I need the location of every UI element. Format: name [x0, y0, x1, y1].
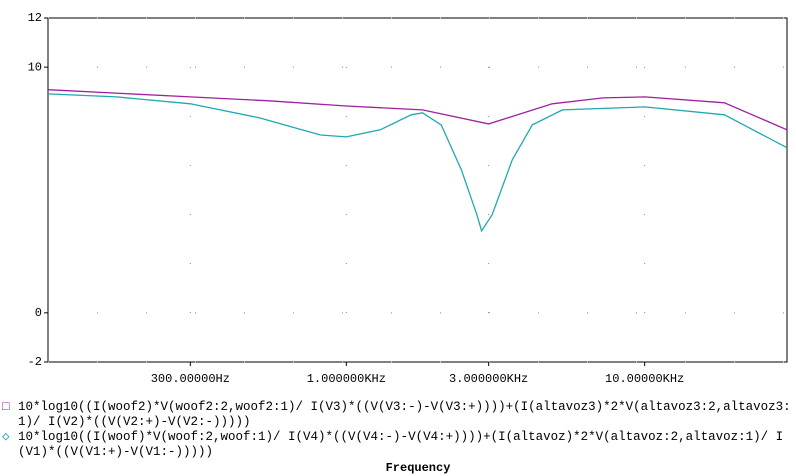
series-line	[47, 93, 788, 233]
legend-label: 10*log10((I(woof)*V(woof:2,woof:1)/ I(V4…	[18, 430, 784, 459]
legend-marker: ◇	[2, 430, 10, 444]
y-tick-label: 12	[28, 11, 42, 25]
series-line	[47, 89, 788, 131]
legend-marker: □	[2, 400, 10, 414]
x-tick-label: 300.00000Hz	[151, 372, 230, 386]
y-tick-label: 0	[35, 306, 42, 320]
legend: □ 10*log10((I(woof2)*V(woof2:2,woof2:1)/ …	[2, 400, 794, 460]
x-axis-label: Frequency	[386, 461, 451, 475]
legend-item: □ 10*log10((I(woof2)*V(woof2:2,woof2:1)/ …	[2, 400, 794, 430]
x-tick-label: 3.000000KHz	[449, 372, 528, 386]
x-tick-label: 10.00000KHz	[605, 372, 684, 386]
y-tick-label: -2	[28, 355, 42, 369]
legend-item: ◇ 10*log10((I(woof)*V(woof:2,woof:1)/ I(V…	[2, 430, 794, 460]
y-tick-label: 10	[28, 60, 42, 74]
legend-label: 10*log10((I(woof2)*V(woof2:2,woof2:1)/ I…	[18, 400, 791, 429]
x-tick-label: 1.000000KHz	[307, 372, 386, 386]
plot-frame	[47, 17, 788, 363]
